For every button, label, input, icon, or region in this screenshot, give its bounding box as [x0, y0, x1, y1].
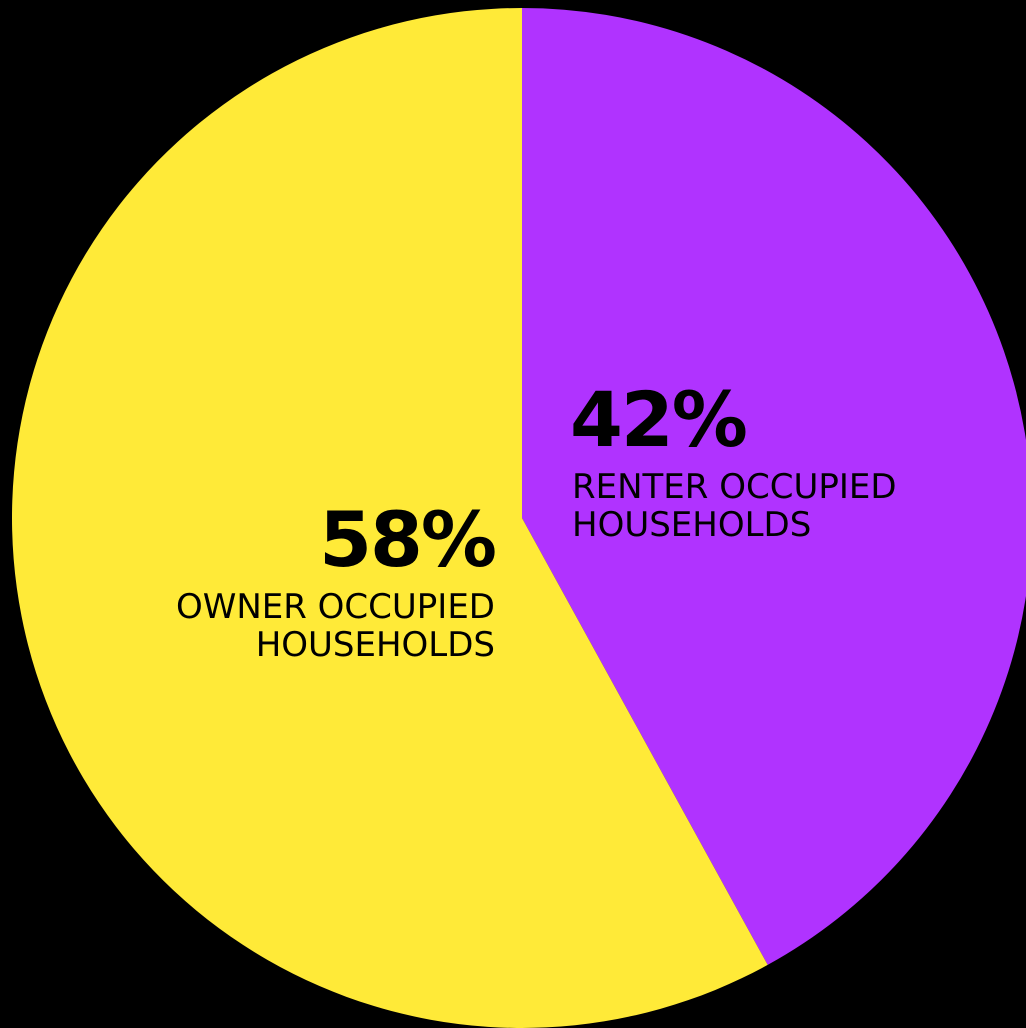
- category-label: OWNER OCCUPIED HOUSEHOLDS: [175, 587, 495, 665]
- value-label: 58%: [319, 495, 497, 584]
- pie-slice: [522, 8, 1026, 965]
- category-label: RENTER OCCUPIED HOUSEHOLDS: [572, 467, 897, 545]
- pie-slice: [12, 8, 768, 1028]
- value-label: 42%: [570, 375, 748, 464]
